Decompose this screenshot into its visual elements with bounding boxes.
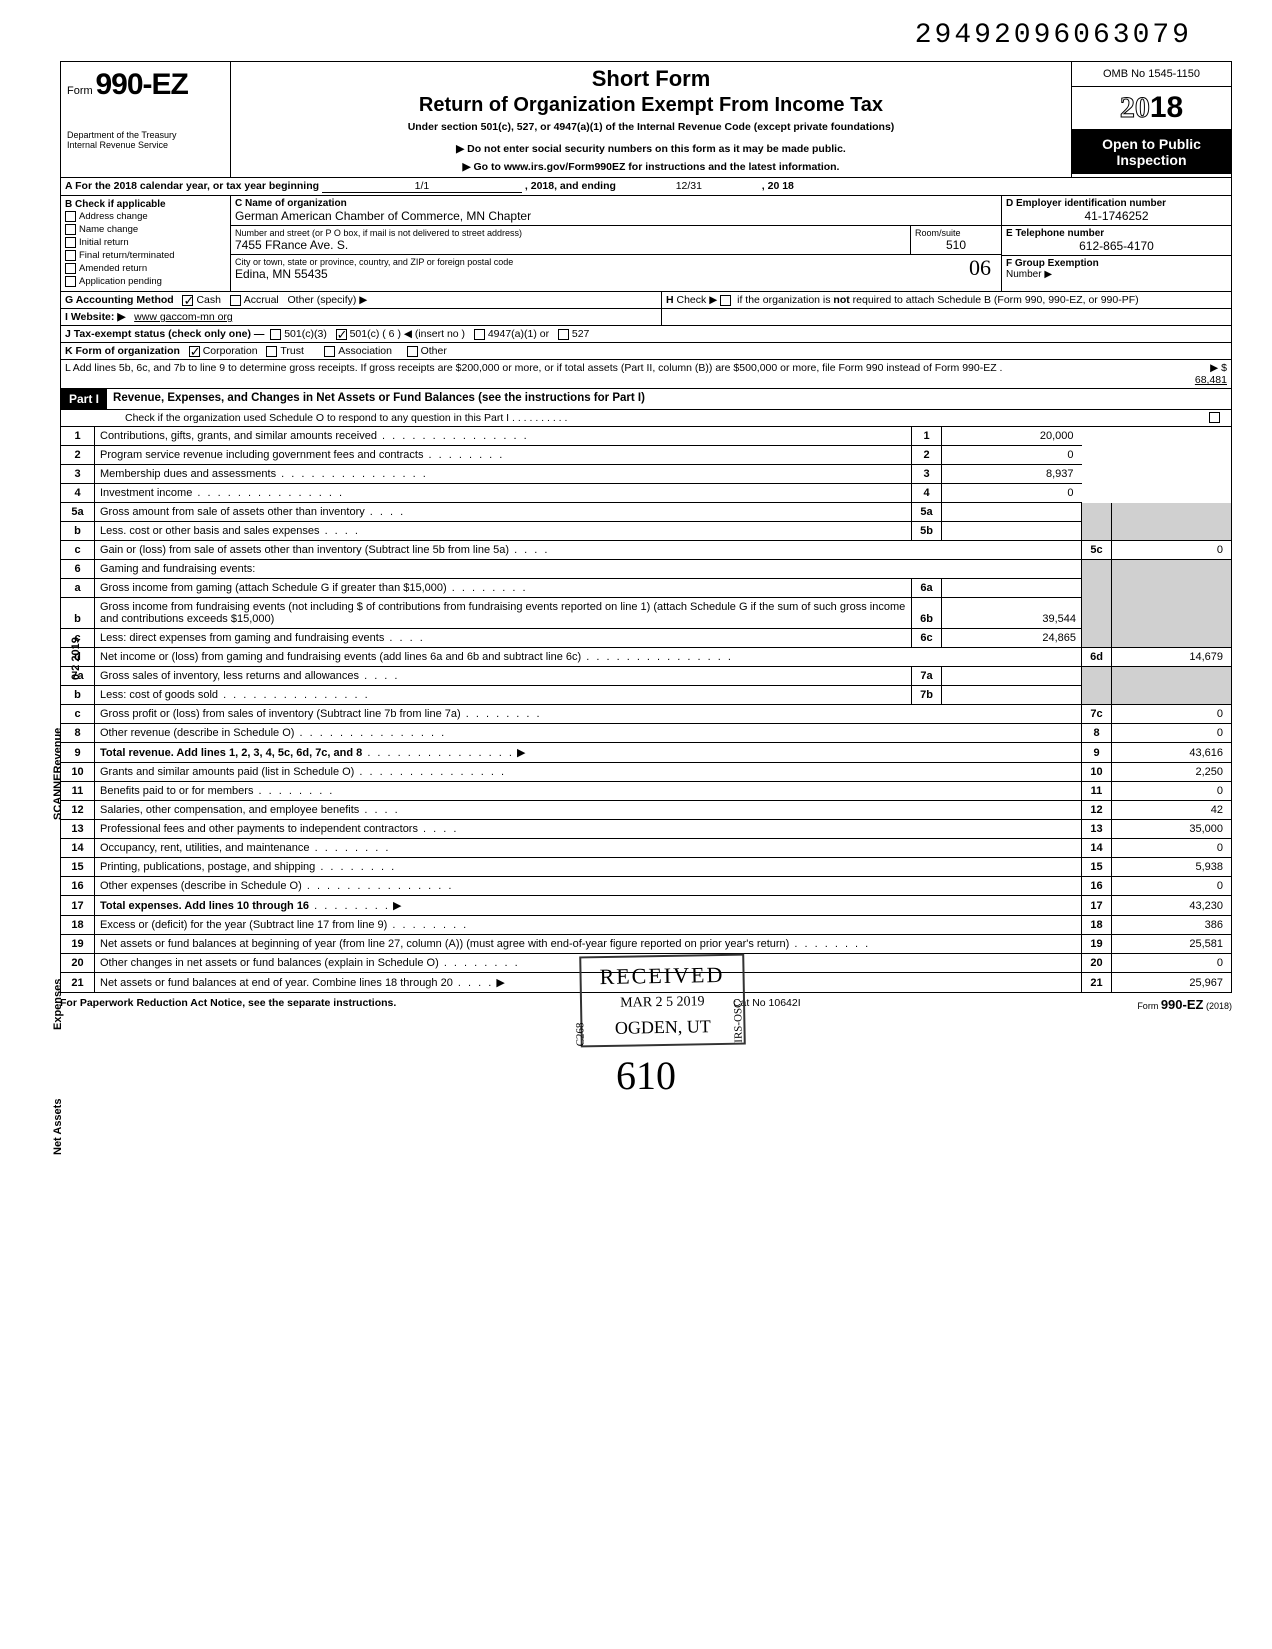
received-stamp: RECEIVED MAR 2 5 2019 OGDEN, UT C268 IRS… [579, 954, 745, 1048]
label-f: F Group Exemption [1006, 258, 1099, 269]
label-f2: Number ▶ [1006, 269, 1227, 280]
dept-irs: Internal Revenue Service [67, 140, 224, 150]
ein: 41-1746252 [1006, 209, 1227, 223]
label-room: Room/suite [915, 228, 997, 238]
subtitle-code: Under section 501(c), 527, or 4947(a)(1)… [239, 121, 1063, 133]
part1-title: Revenue, Expenses, and Changes in Net As… [107, 389, 1231, 409]
subtitle-ssn: ▶ Do not enter social security numbers o… [239, 143, 1063, 155]
cb-app-pending[interactable] [65, 276, 76, 287]
cb-assoc[interactable] [324, 346, 335, 357]
label-e: E Telephone number [1006, 228, 1104, 239]
cb-other-org[interactable] [407, 346, 418, 357]
title-return: Return of Organization Exempt From Incom… [239, 94, 1063, 117]
dept-treasury: Department of the Treasury [67, 130, 224, 140]
org-name: German American Chamber of Commerce, MN … [235, 209, 997, 223]
handwritten-bottom: 610 [60, 1052, 1232, 1099]
org-city: Edina, MN 55435 [235, 267, 997, 281]
section-b: B Check if applicable Address change Nam… [61, 196, 231, 291]
cb-final-return[interactable] [65, 250, 76, 261]
cb-accrual[interactable] [230, 295, 241, 306]
subtitle-instructions: ▶ Go to www.irs.gov/Form990EZ for instru… [239, 161, 1063, 173]
org-address: 7455 FRance Ave. S. [235, 238, 906, 252]
cb-corp[interactable] [189, 346, 200, 357]
cb-527[interactable] [558, 329, 569, 340]
label-addr: Number and street (or P O box, if mail i… [235, 228, 906, 238]
cb-amended[interactable] [65, 263, 76, 274]
form-number: 990-EZ [95, 68, 187, 101]
form-prefix: Form [67, 85, 93, 97]
cb-initial-return[interactable] [65, 237, 76, 248]
cb-trust[interactable] [266, 346, 277, 357]
side-revenue-label: SCANNERevenue [52, 520, 64, 820]
omb-number: OMB No 1545-1150 [1072, 62, 1231, 87]
label-k: K Form of organization [65, 345, 180, 357]
part1-check-text: Check if the organization used Schedule … [121, 410, 1201, 426]
cb-address-change[interactable] [65, 211, 76, 222]
cb-4947[interactable] [474, 329, 485, 340]
open-to-public: Open to PublicInspection [1072, 130, 1231, 174]
org-room: 510 [915, 238, 997, 252]
line-l-text: L Add lines 5b, 6c, and 7b to line 9 to … [65, 362, 1002, 374]
line-a: A For the 2018 calendar year, or tax yea… [60, 178, 1232, 196]
label-i: I Website: ▶ [65, 311, 125, 323]
label-d: D Employer identification number [1006, 198, 1166, 209]
form-header: Form 990-EZ Department of the Treasury I… [60, 61, 1232, 178]
label-h: H Check ▶ if the organization is not req… [666, 294, 1139, 306]
cb-part1-schedO[interactable] [1209, 412, 1220, 423]
section-def: D Employer identification number 41-1746… [1001, 196, 1231, 291]
lines-table: 1Contributions, gifts, grants, and simil… [60, 427, 1232, 993]
cb-cash[interactable] [182, 295, 193, 306]
cb-501c3[interactable] [270, 329, 281, 340]
side-scan-year: 0 2 2019 [70, 560, 82, 680]
dln-number: 29492096063079 [60, 20, 1232, 51]
part1-label: Part I [61, 389, 107, 409]
label-c: C Name of organization [235, 198, 347, 209]
side-netassets-label: Net Assets [52, 1035, 64, 1155]
cb-sched-b[interactable] [720, 295, 731, 306]
title-short-form: Short Form [239, 66, 1063, 92]
cb-name-change[interactable] [65, 224, 76, 235]
label-j: J Tax-exempt status (check only one) — [65, 328, 264, 340]
cb-501c[interactable] [336, 329, 347, 340]
label-city: City or town, state or province, country… [235, 257, 997, 267]
telephone: 612-865-4170 [1006, 239, 1227, 253]
line-l-arrow: ▶ $ [1210, 362, 1227, 374]
tax-year: 20201818 [1072, 87, 1231, 130]
label-g: G Accounting Method [65, 294, 174, 306]
line-l-value: 68,481 [1195, 374, 1227, 386]
handwritten-06: 06 [969, 255, 991, 281]
side-expenses-label: Expenses [52, 910, 64, 1030]
website: www gaccom-mn org [134, 311, 233, 323]
